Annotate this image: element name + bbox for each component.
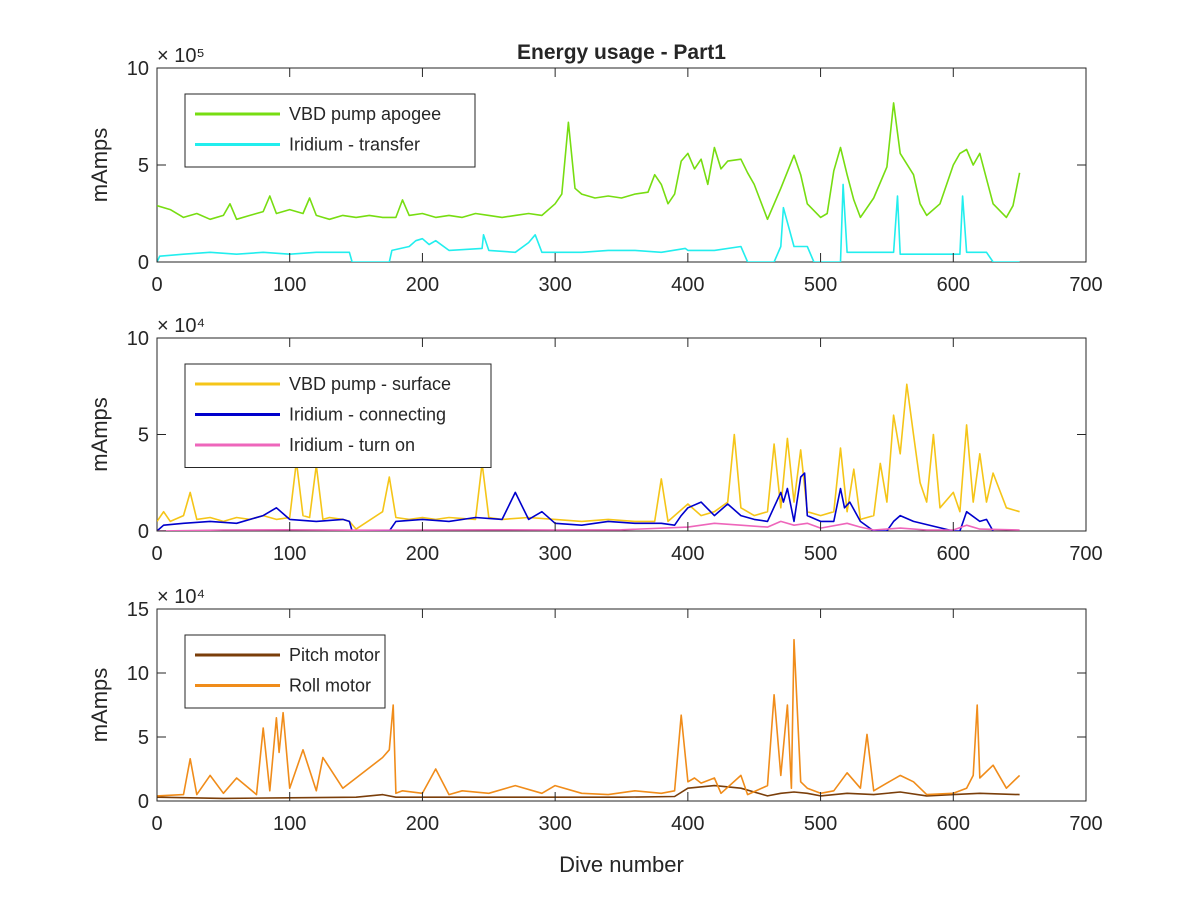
y-exponent-label: × 10⁵ — [157, 45, 205, 67]
x-tick-label: 200 — [406, 274, 439, 296]
x-tick-label: 300 — [538, 274, 571, 296]
y-tick-label: 0 — [138, 791, 149, 813]
x-tick-label: 700 — [1069, 274, 1102, 296]
y-tick-label: 10 — [127, 328, 149, 350]
series-group — [157, 638, 1021, 800]
series-line-roll-motor — [157, 638, 1021, 797]
y-tick-label: 0 — [138, 252, 149, 274]
legend-entry-label: Iridium - connecting — [289, 405, 446, 425]
series-line-vbd-pump-apogee — [157, 102, 1021, 221]
x-tick-label: 300 — [538, 543, 571, 565]
x-tick-label: 200 — [406, 813, 439, 835]
series-group — [157, 102, 1021, 262]
x-tick-label: 100 — [273, 813, 306, 835]
legend-entry-label: Pitch motor — [289, 645, 380, 665]
subplot-3: 0 100 200 300 400 500 600 700 0 5 10 15 × 10⁴ mAmps Di… — [87, 586, 1103, 877]
legend: Pitch motor Roll motor — [184, 634, 386, 709]
x-tick-label: 500 — [804, 274, 837, 296]
x-tick-label: 600 — [937, 274, 970, 296]
y-tick-label: 0 — [138, 521, 149, 543]
x-tick-label: 0 — [151, 274, 162, 296]
legend-entry-label: Roll motor — [289, 676, 371, 696]
x-tick-label: 700 — [1069, 543, 1102, 565]
y-tick-label: 5 — [138, 425, 149, 447]
y-tick-label: 10 — [127, 663, 149, 685]
x-tick-label: 0 — [151, 543, 162, 565]
x-tick-label: 700 — [1069, 813, 1102, 835]
legend-entry-label: Iridium - turn on — [289, 435, 415, 455]
x-tick-label: 400 — [671, 813, 704, 835]
x-tick-label: 0 — [151, 813, 162, 835]
legend-entry-label: Iridium - transfer — [289, 135, 420, 155]
y-axis-label: mAmps — [87, 397, 112, 472]
x-tick-label: 100 — [273, 543, 306, 565]
legend-entry-label: VBD pump - surface — [289, 374, 451, 394]
x-tick-label: 100 — [273, 274, 306, 296]
series-line-vbd-pump-surface — [157, 383, 1020, 530]
x-tick-label: 500 — [804, 543, 837, 565]
x-tick-label: 400 — [671, 543, 704, 565]
x-tick-label: 400 — [671, 274, 704, 296]
y-tick-label: 5 — [138, 155, 149, 177]
legend-box — [184, 634, 386, 709]
x-tick-label: 200 — [406, 543, 439, 565]
x-tick-label: 500 — [804, 813, 837, 835]
legend-box — [184, 93, 476, 168]
legend-entry-label: VBD pump apogee — [289, 104, 441, 124]
y-exponent-label: × 10⁴ — [157, 586, 205, 608]
y-tick-label: 5 — [138, 727, 149, 749]
chart-title: Energy usage - Part1 — [517, 41, 726, 64]
x-axis-label: Dive number — [559, 852, 684, 877]
subplot-1: 0 100 200 300 400 500 600 700 0 5 10 × 10⁵ mAmps Ener… — [87, 41, 1103, 296]
legend: VBD pump apogee Iridium - transfer — [184, 93, 476, 168]
y-exponent-label: × 10⁴ — [157, 315, 205, 337]
y-axis-label: mAmps — [87, 128, 112, 203]
y-tick-label: 10 — [127, 58, 149, 80]
legend: VBD pump - surface Iridium - connecting Ir… — [184, 363, 492, 468]
x-tick-label: 600 — [937, 813, 970, 835]
series-line-iridium-transfer — [157, 183, 1020, 262]
x-tick-label: 300 — [538, 813, 571, 835]
y-tick-label: 15 — [127, 599, 149, 621]
subplot-2: 0 100 200 300 400 500 600 700 0 5 10 × 10⁴ mAmps VBD … — [87, 315, 1103, 565]
y-axis-label: mAmps — [87, 668, 112, 743]
series-line-iridium-connecting — [157, 472, 994, 531]
x-tick-label: 600 — [937, 543, 970, 565]
